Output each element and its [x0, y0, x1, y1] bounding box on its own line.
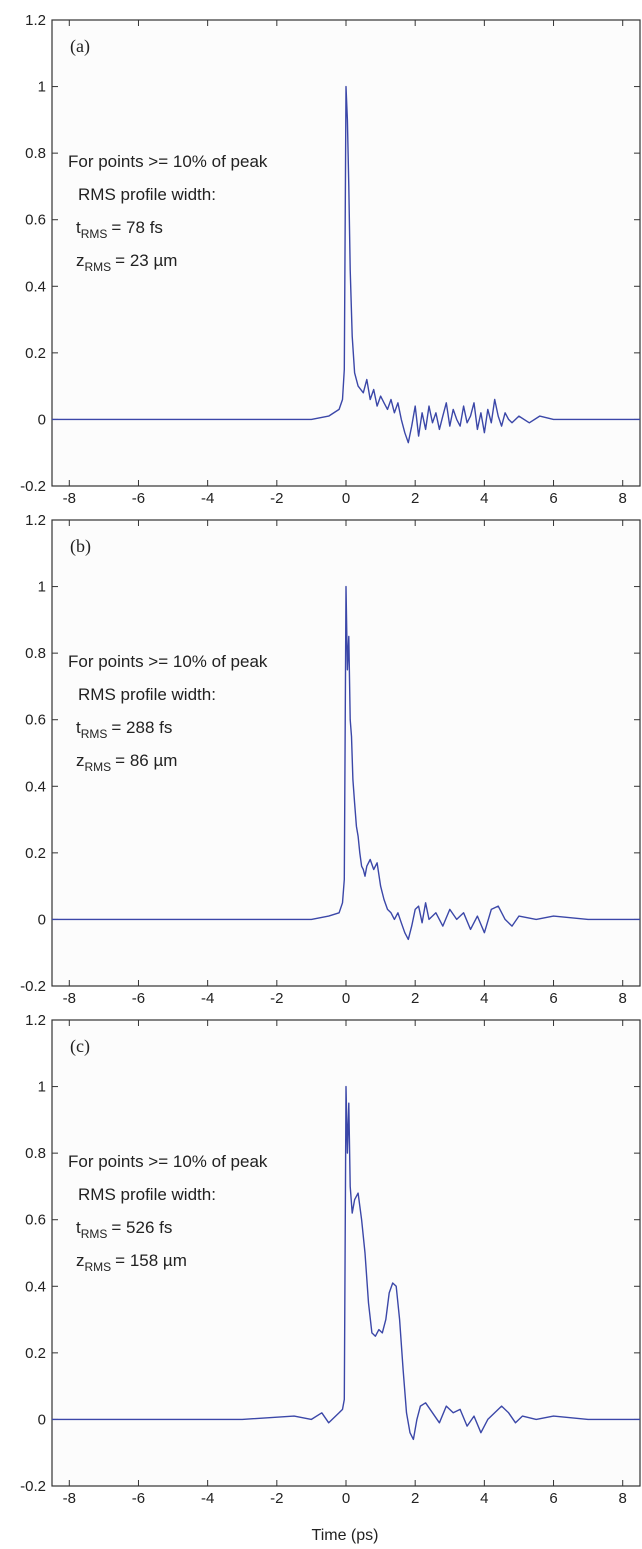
- y-tick-label: 0: [38, 1411, 46, 1428]
- y-tick-label: 0.2: [25, 1345, 46, 1362]
- x-tick-label: -8: [63, 1490, 76, 1507]
- annotation-rms-heading: RMS profile width:: [78, 185, 216, 204]
- x-tick-label: -6: [132, 490, 145, 507]
- annotation-z-rms: zRMS = 86 µm: [76, 751, 177, 774]
- y-tick-label: 0.6: [25, 712, 46, 729]
- y-tick-label: 1.2: [25, 12, 46, 29]
- y-tick-label: 1: [38, 1079, 46, 1096]
- y-tick-label: 1: [38, 579, 46, 596]
- y-tick-label: 0.6: [25, 1212, 46, 1229]
- x-axis-label: Time (ps): [312, 1527, 379, 1544]
- x-tick-label: 0: [342, 1490, 350, 1507]
- y-tick-label: 1.2: [25, 512, 46, 529]
- annotation-t-rms: tRMS = 78 fs: [76, 218, 163, 241]
- x-tick-label: -8: [63, 490, 76, 507]
- annotation-rms-heading: RMS profile width:: [78, 1185, 216, 1204]
- chart-panel-c: -0.2 0 0.2 0.4 0.6 0.8 1 1.2 -8 -6 -4 -2 0 2 4 6 8 (c) For…: [20, 1012, 641, 1507]
- x-tick-label: 4: [480, 490, 488, 507]
- series-line: [52, 1085, 640, 1441]
- annotation-z-rms: zRMS = 23 µm: [76, 251, 177, 274]
- y-tick-label: 0.4: [25, 1278, 46, 1295]
- annotation-t-rms: tRMS = 526 fs: [76, 1218, 172, 1241]
- x-tick-label: 4: [480, 1490, 488, 1507]
- x-tick-label: -4: [201, 1490, 214, 1507]
- series-line: [52, 85, 640, 444]
- x-tick-label: -4: [201, 990, 214, 1007]
- y-tick-label: 0: [38, 411, 46, 428]
- series-line: [52, 585, 640, 941]
- x-tick-label: -4: [201, 490, 214, 507]
- x-tick-label: 8: [619, 990, 627, 1007]
- chart-panel-b: -0.2 0 0.2 0.4 0.6 0.8 1 1.2 -8 -6 -4 -2 0 2 4 6 8 (b) For…: [20, 512, 641, 1007]
- annotation-z-rms: zRMS = 158 µm: [76, 1251, 187, 1274]
- x-tick-label: 2: [411, 490, 419, 507]
- y-tick-label: 0.2: [25, 345, 46, 362]
- panel-label: (c): [70, 1036, 90, 1057]
- y-tick-label: -0.2: [20, 478, 46, 495]
- annotation-criteria: For points >= 10% of peak: [68, 1152, 268, 1171]
- x-tick-label: -6: [132, 1490, 145, 1507]
- y-tick-label: 1.2: [25, 1012, 46, 1029]
- y-tick-label: 0.4: [25, 778, 46, 795]
- annotation-criteria: For points >= 10% of peak: [68, 652, 268, 671]
- y-tick-label: -0.2: [20, 978, 46, 995]
- y-tick-label: 0: [38, 911, 46, 928]
- panel-label: (b): [70, 536, 91, 557]
- x-tick-label: 6: [549, 990, 557, 1007]
- x-tick-label: -8: [63, 990, 76, 1007]
- x-tick-label: -6: [132, 990, 145, 1007]
- x-tick-label: 4: [480, 990, 488, 1007]
- y-tick-label: 1: [38, 79, 46, 96]
- panel-label: (a): [70, 36, 90, 57]
- y-tick-label: 0.8: [25, 1145, 46, 1162]
- y-tick-label: 0.2: [25, 845, 46, 862]
- y-tick-label: 0.8: [25, 145, 46, 162]
- x-tick-label: 0: [342, 990, 350, 1007]
- x-tick-label: 2: [411, 1490, 419, 1507]
- x-tick-label: 2: [411, 990, 419, 1007]
- x-tick-label: 6: [549, 490, 557, 507]
- x-tick-label: -2: [270, 1490, 283, 1507]
- annotation-t-rms: tRMS = 288 fs: [76, 718, 172, 741]
- panels: -0.2 0 0.2 0.4 0.6 0.8 1 1.2 -8 -6 -4 -2 0 2 4 6 8 (a) For…: [20, 12, 641, 1507]
- x-tick-label: 8: [619, 490, 627, 507]
- x-tick-label: 6: [549, 1490, 557, 1507]
- annotation-criteria: For points >= 10% of peak: [68, 152, 268, 171]
- y-tick-label: 0.4: [25, 278, 46, 295]
- chart-panel-a: -0.2 0 0.2 0.4 0.6 0.8 1 1.2 -8 -6 -4 -2 0 2 4 6 8 (a) For…: [20, 12, 641, 507]
- y-tick-label: 0.8: [25, 645, 46, 662]
- y-tick-label: -0.2: [20, 1478, 46, 1495]
- annotation-rms-heading: RMS profile width:: [78, 685, 216, 704]
- x-tick-label: 0: [342, 490, 350, 507]
- x-tick-label: 8: [619, 1490, 627, 1507]
- x-tick-label: -2: [270, 490, 283, 507]
- x-tick-label: -2: [270, 990, 283, 1007]
- y-tick-label: 0.6: [25, 212, 46, 229]
